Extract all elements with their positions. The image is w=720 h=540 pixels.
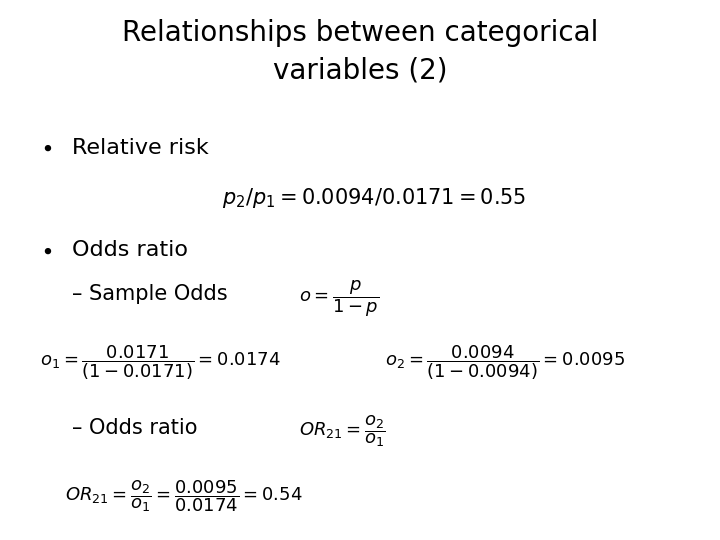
Text: variables (2): variables (2) <box>273 57 447 85</box>
Text: Relationships between categorical: Relationships between categorical <box>122 19 598 47</box>
Text: $\bullet$: $\bullet$ <box>40 138 52 158</box>
Text: $o = \dfrac{p}{1-p}$: $o = \dfrac{p}{1-p}$ <box>299 278 379 319</box>
Text: $o_2 = \dfrac{0.0094}{(1-0.0094)} = 0.0095$: $o_2 = \dfrac{0.0094}{(1-0.0094)} = 0.00… <box>385 343 625 382</box>
Text: – Odds ratio: – Odds ratio <box>72 418 197 438</box>
Text: Odds ratio: Odds ratio <box>72 240 188 260</box>
Text: – Sample Odds: – Sample Odds <box>72 284 228 303</box>
Text: $o_1 = \dfrac{0.0171}{(1-0.0171)} = 0.0174$: $o_1 = \dfrac{0.0171}{(1-0.0171)} = 0.01… <box>40 343 280 382</box>
Text: $OR_{21} = \dfrac{o_2}{o_1}$: $OR_{21} = \dfrac{o_2}{o_1}$ <box>299 413 386 449</box>
Text: $p_2/p_1 = 0.0094/0.0171 = 0.55$: $p_2/p_1 = 0.0094/0.0171 = 0.55$ <box>222 186 526 210</box>
Text: $\bullet$: $\bullet$ <box>40 240 52 260</box>
Text: Relative risk: Relative risk <box>72 138 209 158</box>
Text: $OR_{21} = \dfrac{o_2}{o_1} = \dfrac{0.0095}{0.0174} = 0.54$: $OR_{21} = \dfrac{o_2}{o_1} = \dfrac{0.0… <box>65 478 302 514</box>
